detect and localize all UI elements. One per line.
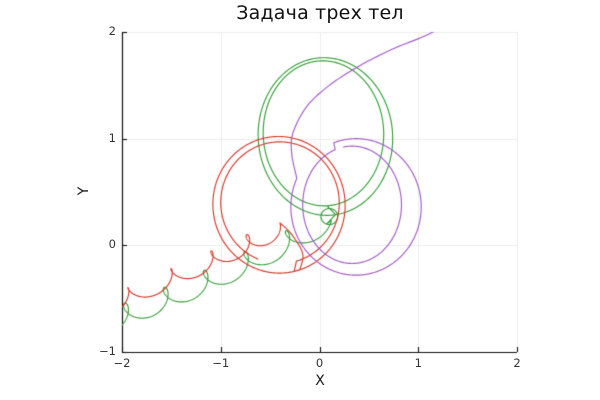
x-tick-label: 2 bbox=[513, 356, 521, 370]
y-tick-label: 1 bbox=[108, 130, 116, 145]
y-axis-label: Y bbox=[76, 186, 92, 196]
y-tick-label: −1 bbox=[99, 344, 116, 358]
x-tick-label: −2 bbox=[113, 356, 131, 370]
x-axis-label: X bbox=[315, 373, 325, 389]
y-tick-label: 0 bbox=[108, 237, 116, 252]
x-tick-label: 0 bbox=[315, 356, 324, 370]
y-tick-label: 2 bbox=[108, 24, 116, 38]
plot-title: Задача трех тел bbox=[236, 2, 404, 24]
x-tick-label: −1 bbox=[212, 356, 230, 370]
x-tick-label: 1 bbox=[414, 356, 422, 370]
